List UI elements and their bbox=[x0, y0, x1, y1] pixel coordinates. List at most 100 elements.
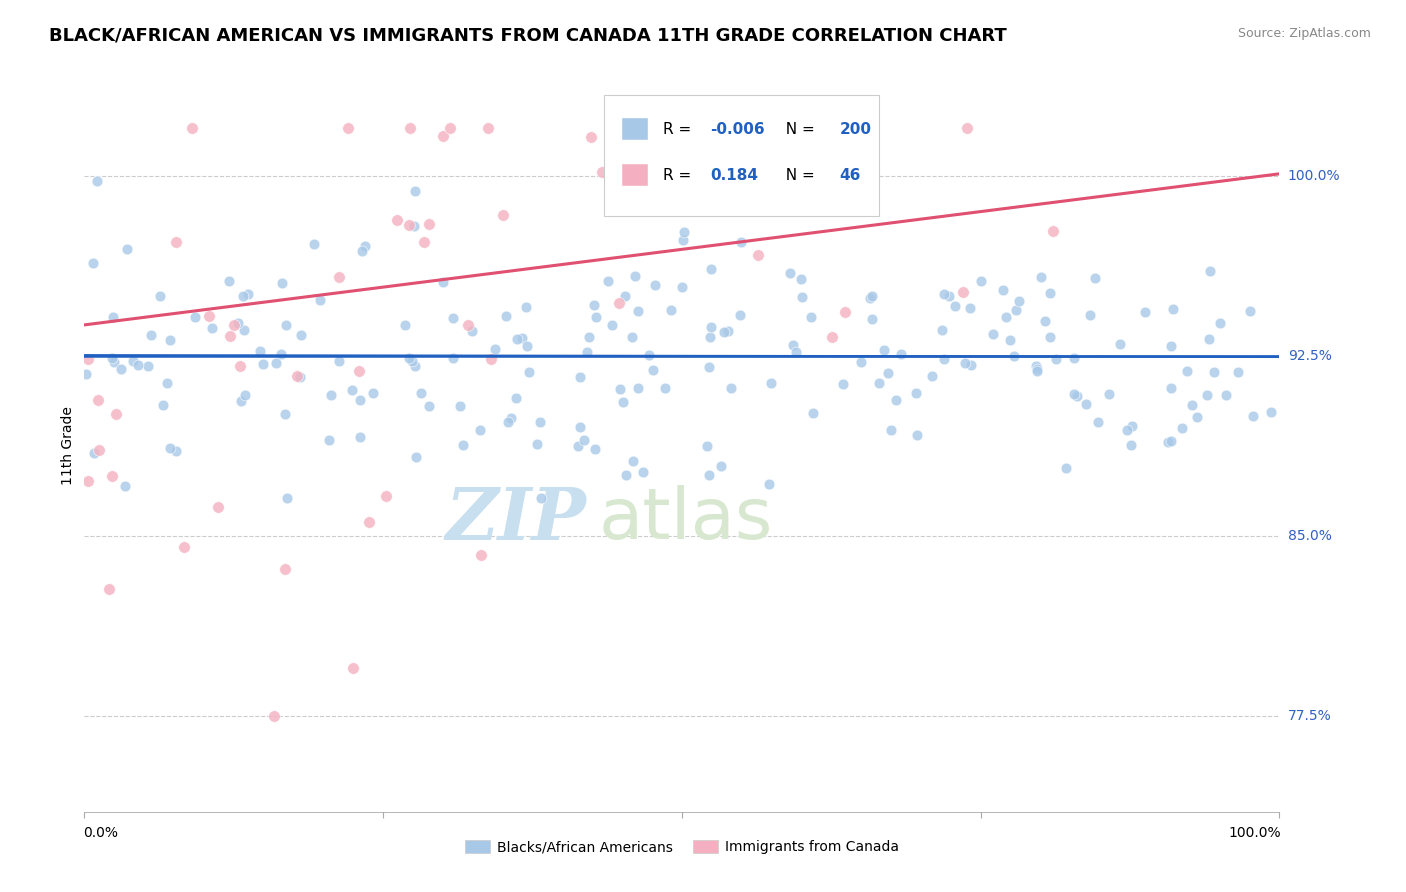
Point bbox=[569, 370, 592, 384]
Point bbox=[529, 415, 551, 429]
Point bbox=[1209, 316, 1232, 330]
Point bbox=[1199, 264, 1222, 278]
Point bbox=[1187, 409, 1209, 424]
Point bbox=[100, 469, 122, 483]
Text: R =: R = bbox=[662, 168, 696, 183]
Point bbox=[276, 491, 298, 506]
Point bbox=[443, 311, 465, 326]
Y-axis label: 11th Grade: 11th Grade bbox=[62, 407, 76, 485]
Point bbox=[83, 446, 105, 460]
Point bbox=[644, 278, 666, 293]
Point bbox=[730, 235, 752, 249]
Point bbox=[1000, 333, 1022, 347]
Point bbox=[404, 184, 426, 198]
Text: Source: ZipAtlas.com: Source: ZipAtlas.com bbox=[1237, 27, 1371, 40]
Point bbox=[271, 277, 294, 291]
Point bbox=[633, 465, 655, 479]
Point bbox=[270, 347, 292, 361]
Point bbox=[207, 500, 229, 515]
Point bbox=[943, 299, 966, 313]
Point bbox=[180, 121, 202, 136]
Point bbox=[851, 355, 873, 369]
Point bbox=[218, 274, 240, 288]
Point bbox=[249, 343, 271, 358]
Point bbox=[613, 289, 636, 303]
Point bbox=[720, 381, 742, 395]
Point bbox=[579, 130, 602, 145]
Point bbox=[252, 357, 274, 371]
Point bbox=[495, 309, 517, 323]
Point bbox=[1074, 397, 1097, 411]
Point bbox=[1121, 419, 1143, 434]
Point bbox=[598, 274, 620, 288]
Point bbox=[1171, 421, 1194, 435]
Point bbox=[860, 289, 883, 303]
Point bbox=[115, 243, 138, 257]
Point bbox=[1087, 416, 1109, 430]
Point bbox=[198, 309, 221, 323]
Point bbox=[1084, 270, 1107, 285]
Point bbox=[1241, 409, 1264, 423]
Point bbox=[659, 303, 682, 318]
Point bbox=[398, 218, 420, 232]
Point bbox=[309, 293, 332, 307]
Point bbox=[354, 239, 377, 253]
Point bbox=[717, 324, 740, 338]
Text: 200: 200 bbox=[839, 122, 872, 136]
Point bbox=[328, 269, 350, 284]
Point bbox=[960, 358, 983, 372]
Point bbox=[375, 489, 398, 503]
Point bbox=[938, 289, 960, 303]
Point bbox=[1161, 302, 1184, 317]
Point bbox=[607, 296, 630, 310]
Point bbox=[288, 370, 311, 384]
Point bbox=[1175, 363, 1198, 377]
Point bbox=[101, 351, 124, 366]
Point bbox=[274, 407, 297, 421]
Point bbox=[747, 248, 769, 262]
Point bbox=[1066, 388, 1088, 402]
Point bbox=[1160, 381, 1182, 395]
Point bbox=[77, 352, 100, 367]
Point bbox=[1025, 364, 1047, 378]
Point bbox=[970, 274, 993, 288]
FancyBboxPatch shape bbox=[623, 119, 648, 140]
Point bbox=[349, 392, 371, 407]
Point bbox=[385, 213, 408, 227]
Point bbox=[229, 359, 252, 373]
Point bbox=[1160, 434, 1182, 449]
Point bbox=[1133, 305, 1156, 319]
Point bbox=[86, 174, 108, 188]
Point bbox=[232, 289, 254, 303]
Point bbox=[583, 442, 606, 457]
Point bbox=[336, 121, 359, 136]
FancyBboxPatch shape bbox=[623, 164, 648, 186]
Point bbox=[575, 344, 598, 359]
Point bbox=[319, 388, 342, 402]
Point bbox=[1160, 339, 1182, 353]
Point bbox=[352, 244, 374, 259]
Point bbox=[889, 347, 911, 361]
Point bbox=[87, 443, 110, 458]
Point bbox=[82, 256, 104, 270]
Point bbox=[1025, 359, 1047, 373]
Point bbox=[276, 318, 298, 333]
Point bbox=[859, 291, 882, 305]
Point bbox=[304, 236, 326, 251]
Point bbox=[156, 376, 179, 391]
Point bbox=[409, 385, 432, 400]
Point bbox=[159, 441, 181, 455]
Point bbox=[105, 407, 128, 421]
Point bbox=[86, 393, 108, 408]
Text: atlas: atlas bbox=[599, 484, 773, 554]
Point bbox=[582, 298, 605, 312]
Point bbox=[697, 467, 720, 482]
Text: BLACK/AFRICAN AMERICAN VS IMMIGRANTS FROM CANADA 11TH GRADE CORRELATION CHART: BLACK/AFRICAN AMERICAN VS IMMIGRANTS FRO… bbox=[49, 27, 1007, 45]
Point bbox=[526, 436, 548, 450]
Point bbox=[884, 393, 907, 408]
Point bbox=[418, 399, 440, 413]
Point bbox=[956, 121, 979, 136]
Point bbox=[357, 515, 380, 529]
Point bbox=[404, 359, 426, 373]
Point bbox=[183, 310, 205, 325]
